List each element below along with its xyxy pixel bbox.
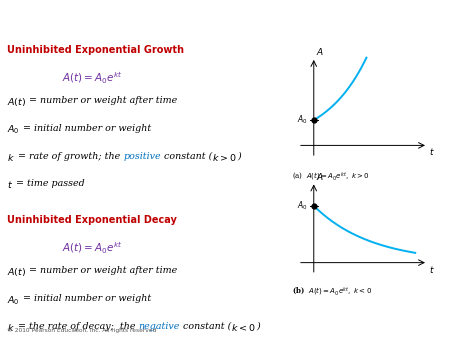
Text: Uninhibited Exponential Growth: Uninhibited Exponential Growth — [7, 45, 184, 54]
Text: $k$: $k$ — [7, 322, 15, 333]
Text: $t$: $t$ — [429, 264, 435, 275]
Text: $A(t) = A_0e^{kt}$: $A(t) = A_0e^{kt}$ — [63, 241, 123, 256]
Text: = initial number or weight: = initial number or weight — [20, 294, 151, 303]
Text: © 2010 Pearson Education, Inc. All rights reserved: © 2010 Pearson Education, Inc. All right… — [7, 328, 156, 334]
Text: = initial number or weight: = initial number or weight — [20, 124, 151, 133]
Text: = number or weight after time: = number or weight after time — [27, 96, 178, 105]
Text: $A_0$: $A_0$ — [297, 114, 308, 126]
Text: $A_0$: $A_0$ — [7, 294, 20, 307]
Text: constant (: constant ( — [180, 322, 231, 331]
Text: $A(t) = A_0e^{kt}$: $A(t) = A_0e^{kt}$ — [63, 70, 123, 86]
Text: $k$: $k$ — [7, 152, 15, 163]
Text: ): ) — [237, 152, 240, 161]
Text: $A$: $A$ — [316, 46, 324, 57]
Text: = the rate of decay;  the: = the rate of decay; the — [15, 322, 139, 331]
Text: $t$: $t$ — [7, 179, 13, 191]
Text: Uninhibited Exponential Decay: Uninhibited Exponential Decay — [7, 215, 177, 225]
Text: constant (: constant ( — [161, 152, 212, 161]
Text: $k > 0$: $k > 0$ — [212, 152, 237, 163]
Text: negative: negative — [139, 322, 180, 331]
Text: $k < 0$: $k < 0$ — [231, 322, 256, 333]
Text: $A(t)$: $A(t)$ — [7, 266, 27, 278]
Text: $A_0$: $A_0$ — [7, 124, 20, 136]
Text: = time passed: = time passed — [13, 179, 85, 189]
Text: $A$: $A$ — [316, 170, 324, 182]
Text: $t$: $t$ — [429, 146, 435, 158]
Text: $A(t)$: $A(t)$ — [7, 96, 27, 108]
Text: ): ) — [256, 322, 260, 331]
Text: 4.6 – Modeling with Exponential and Logarithmic Functions: 4.6 – Modeling with Exponential and Loga… — [40, 11, 410, 24]
Text: $A_0$: $A_0$ — [297, 200, 308, 212]
Text: positive: positive — [123, 152, 161, 161]
Text: = number or weight after time: = number or weight after time — [27, 266, 178, 275]
Text: = rate of growth; the: = rate of growth; the — [15, 152, 123, 161]
Text: (a)  $A(t) = A_0e^{kt},\ k > 0$: (a) $A(t) = A_0e^{kt},\ k > 0$ — [292, 170, 370, 182]
Text: (b)  $A(t) = A_0e^{kt},\ k < 0$: (b) $A(t) = A_0e^{kt},\ k < 0$ — [292, 285, 372, 297]
